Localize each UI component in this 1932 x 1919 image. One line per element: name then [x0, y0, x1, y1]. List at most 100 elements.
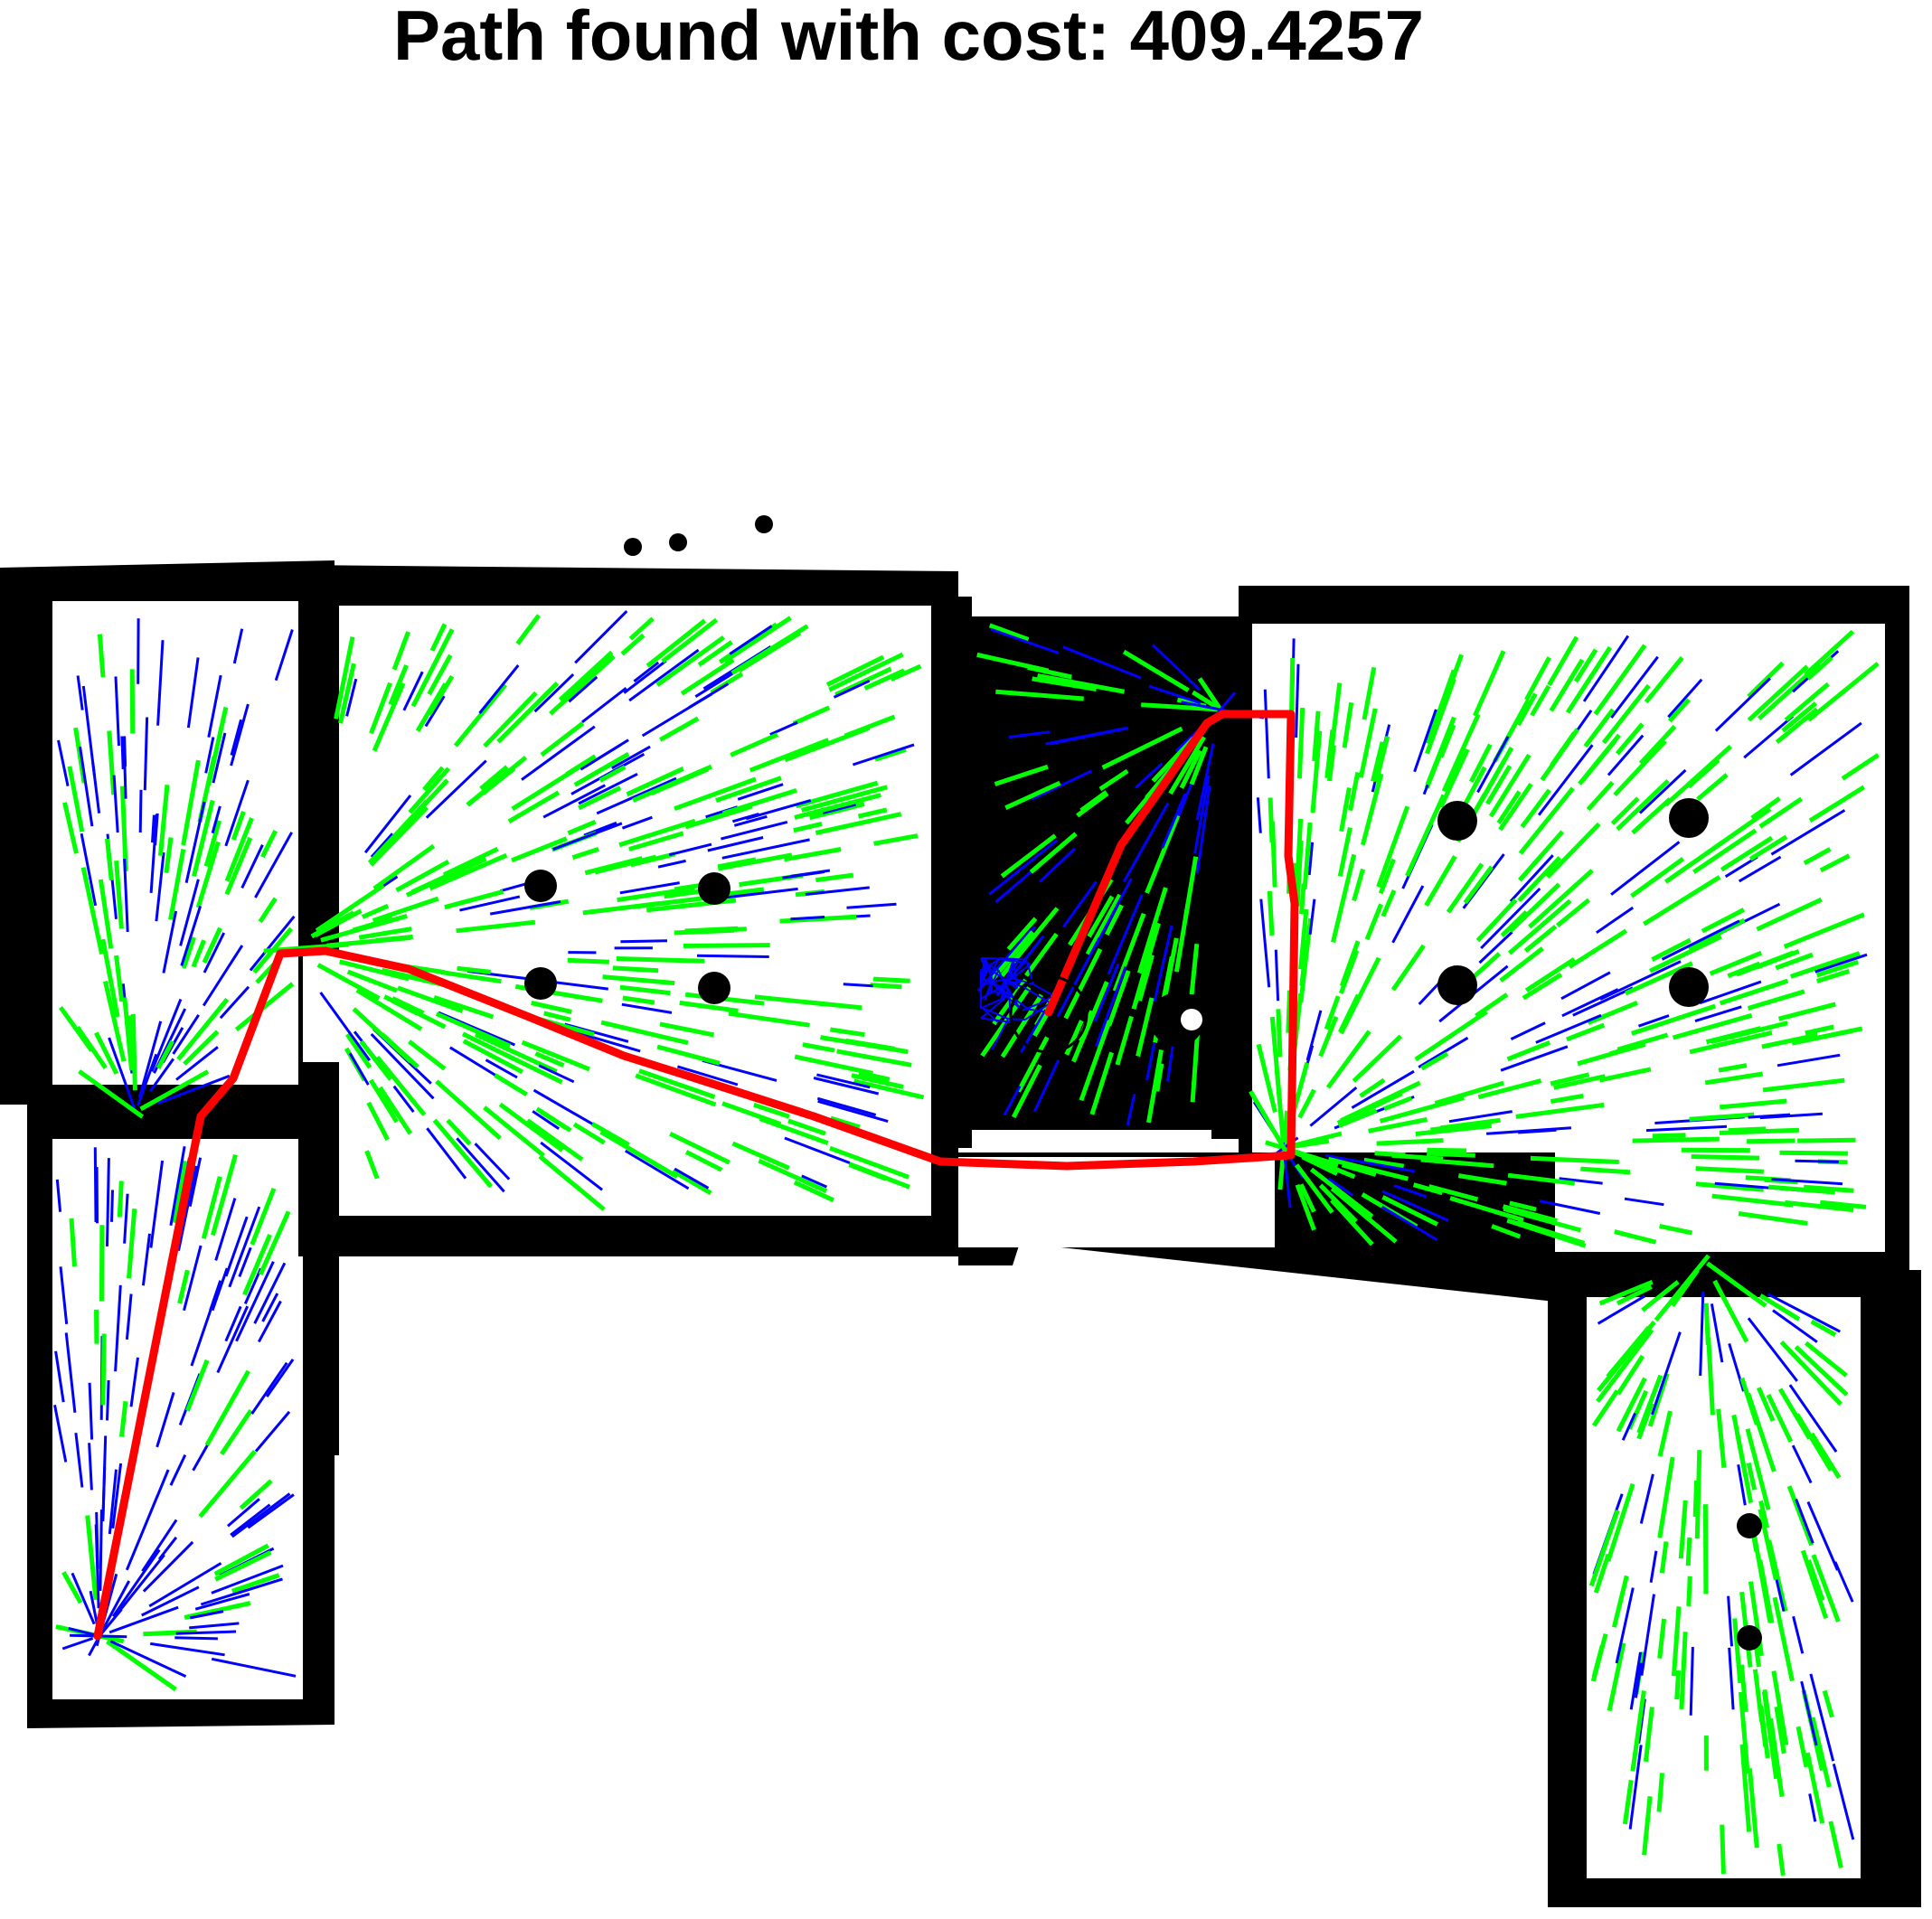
- tree-edge-new: [1815, 969, 1851, 983]
- tree-edge-new: [1376, 1138, 1444, 1146]
- tree-edge-new: [1270, 821, 1277, 888]
- tree-edge-old: [1195, 743, 1215, 821]
- tree-edge-new: [787, 1118, 826, 1136]
- tree-edge-old: [123, 736, 127, 767]
- tree-edge-old: [1062, 880, 1098, 928]
- tree-edge-old: [988, 839, 1059, 896]
- tree-edge-old: [540, 1141, 604, 1191]
- tree-edge-old: [88, 1443, 93, 1491]
- tree-edge-new: [334, 636, 355, 720]
- tree-edge-new: [794, 1054, 874, 1076]
- tree-edge-old: [1448, 1110, 1513, 1124]
- tree-edge-new: [1286, 1147, 1339, 1169]
- tree-edge-new: [1822, 1689, 1834, 1718]
- tree-edge-new: [1806, 1559, 1825, 1602]
- tree-edge-new: [1687, 917, 1746, 950]
- tree-edge-new: [1747, 664, 1809, 722]
- tree-edge-new: [540, 721, 585, 757]
- tree-edge-new: [659, 1021, 714, 1038]
- tree-edge-old: [1791, 1444, 1813, 1484]
- tree-edge-old: [1795, 1499, 1814, 1544]
- tree-edge-new: [1781, 701, 1818, 733]
- tree-edge-new: [578, 785, 622, 811]
- tree-edge-new: [1508, 882, 1561, 934]
- tree-edge-new: [1630, 1690, 1646, 1772]
- tree-edge-new: [863, 668, 906, 691]
- tree-edge-new: [815, 812, 902, 835]
- tree-edge-new: [1269, 1016, 1283, 1105]
- tree-edge-new: [1071, 981, 1109, 1063]
- tree-edge-old: [1031, 769, 1092, 801]
- tree-edge-new: [427, 674, 455, 716]
- tree-edge-old: [148, 1562, 222, 1608]
- tree-edge-old: [118, 1554, 165, 1612]
- tree-edge-old: [1274, 949, 1280, 1002]
- tree-edge-new: [1324, 995, 1341, 1030]
- tree-edge-new: [1168, 736, 1206, 795]
- tree-edge-new: [1779, 1340, 1842, 1406]
- tree-edge-new: [310, 910, 355, 939]
- tree-edge-old: [76, 675, 84, 710]
- tree-edge-new: [440, 970, 502, 984]
- tree-edge-new: [758, 1158, 828, 1194]
- tree-edge-new: [346, 969, 398, 993]
- tree-edge-old: [230, 1503, 271, 1537]
- tree-edge-old: [1638, 768, 1687, 814]
- tree-edge-old: [723, 887, 798, 899]
- tree-edge-new: [1654, 1254, 1711, 1322]
- tree-edge-old: [1607, 734, 1645, 776]
- tree-edge-old: [816, 1096, 877, 1116]
- tree-edge-new: [481, 767, 516, 796]
- tree-edge-old: [149, 1641, 225, 1657]
- tree-edge-new: [1348, 772, 1361, 812]
- tree-edge-new: [117, 1181, 124, 1218]
- tree-edge-new: [119, 785, 128, 872]
- tree-edge-new: [684, 1150, 723, 1172]
- tree-edge-old: [657, 859, 686, 869]
- tree-edge-new: [1756, 897, 1823, 932]
- tree-edge-new: [1146, 1049, 1164, 1124]
- tree-edge-new: [1550, 1072, 1590, 1086]
- tree-edge-new: [442, 846, 499, 878]
- tree-edge-new: [1528, 869, 1594, 929]
- tree-edge-old: [805, 886, 870, 896]
- tree-edge-new: [1704, 1071, 1764, 1086]
- tree-edge-old: [1714, 677, 1771, 732]
- tree-edge-old: [729, 625, 773, 655]
- tree-edge-new: [1695, 1166, 1764, 1174]
- tree-edge-new: [567, 957, 609, 964]
- tree-edge-old: [216, 1305, 250, 1374]
- tree-edge-new: [1755, 949, 1800, 970]
- tree-edge-new: [97, 634, 106, 678]
- tree-edge-new: [388, 664, 409, 706]
- tree-edge-new: [369, 805, 429, 867]
- tree-edge-new: [201, 1176, 222, 1239]
- tree-edge-old: [1789, 721, 1862, 776]
- tree-edge-new: [474, 1032, 558, 1074]
- tree-edge-new: [1112, 912, 1146, 992]
- tree-edge-old: [1535, 1013, 1602, 1044]
- tree-edge-new: [1727, 961, 1761, 979]
- tree-edge-new: [1405, 794, 1447, 878]
- tree-edge-new: [1441, 713, 1481, 793]
- tree-edge-new: [461, 1031, 514, 1060]
- tree-edge-old: [619, 881, 680, 895]
- tree-edge-new: [567, 819, 597, 836]
- tree-edge-new: [1318, 1183, 1358, 1224]
- tree-edge-new: [106, 1639, 177, 1692]
- tree-edge-new: [214, 1550, 272, 1582]
- tree-edge-old: [485, 1058, 518, 1079]
- tree-edge-new: [1412, 1182, 1443, 1196]
- tree-edge-new: [105, 838, 114, 881]
- tree-edge-new: [1523, 924, 1558, 953]
- tree-edge-new: [661, 617, 719, 663]
- tree-edge-new: [1636, 1374, 1663, 1434]
- tree-edge-new: [382, 967, 434, 984]
- tree-edge-new: [504, 1052, 563, 1085]
- tree-edge-old: [129, 1357, 139, 1407]
- tree-edge-new: [1597, 1320, 1656, 1392]
- tree-edge-old: [156, 640, 165, 726]
- tree-edge-new: [338, 663, 356, 724]
- tree-edge-old: [843, 983, 873, 988]
- tree-edge-new: [1368, 1116, 1428, 1134]
